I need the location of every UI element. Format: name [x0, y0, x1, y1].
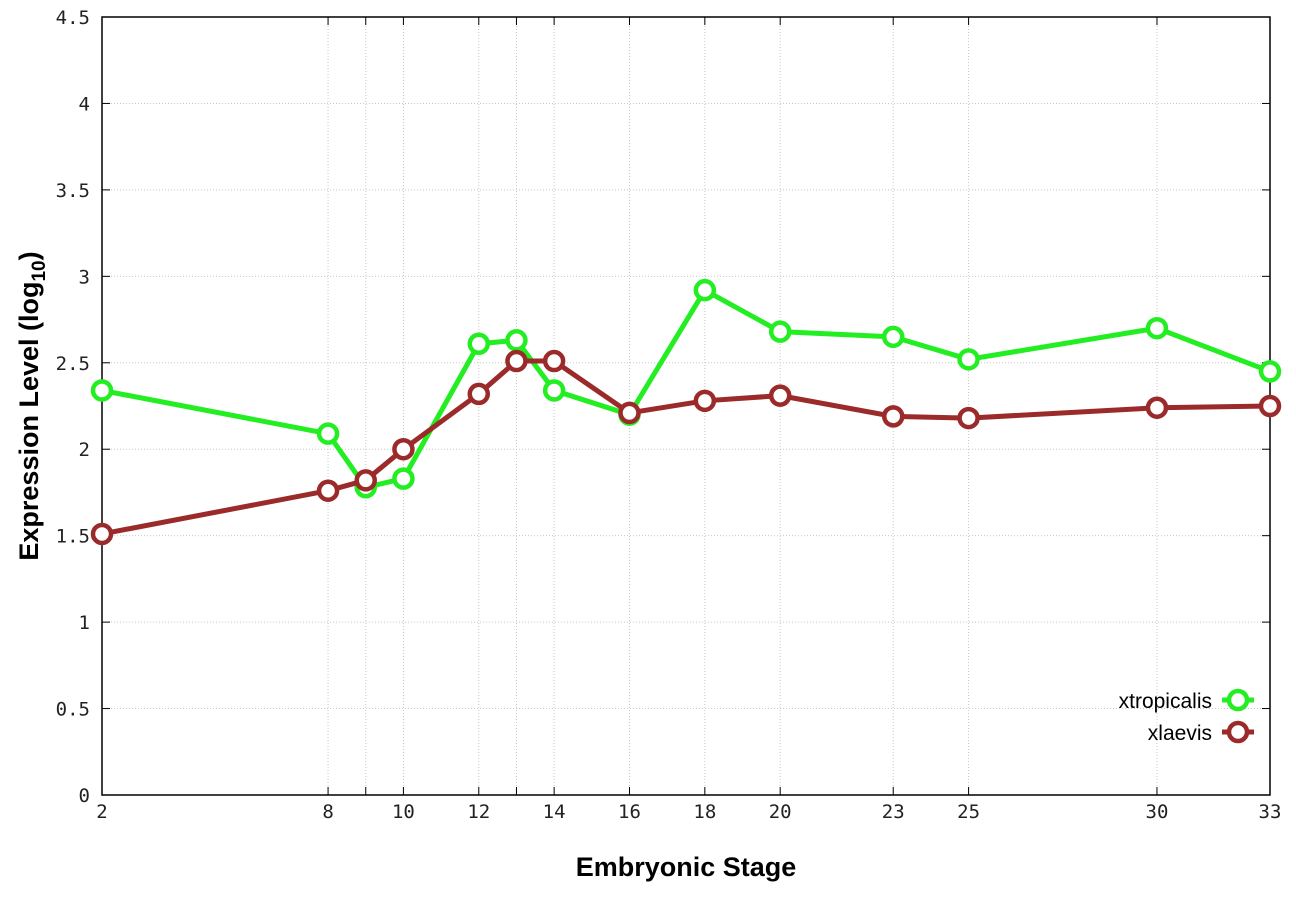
data-point-xlaevis: [618, 401, 641, 425]
data-point-xtropicalis: [693, 278, 717, 302]
y-tick-label: 0: [79, 785, 90, 807]
x-tick-label: 25: [957, 801, 980, 823]
data-point-xtropicalis: [957, 348, 980, 371]
x-tick-labels: 2 8 10 12 14 16 18 20 23 25 30 33: [96, 801, 1281, 823]
legend-swatch-marker-xtropicalis: [1226, 688, 1250, 712]
data-point-xlaevis: [1258, 394, 1282, 418]
y-tick-label: 1.5: [56, 526, 90, 548]
data-point-xtropicalis: [467, 332, 491, 356]
y-axis-title-close: ): [14, 251, 44, 260]
x-tick-label: 10: [392, 801, 415, 823]
x-tick-label: 12: [467, 801, 490, 823]
legend-label-xlaevis: xlaevis: [1148, 722, 1212, 745]
x-tick-label: 33: [1259, 801, 1282, 823]
data-point-xlaevis: [768, 384, 792, 407]
data-point-xtropicalis: [1258, 360, 1282, 383]
data-point-xlaevis: [542, 349, 566, 373]
data-point-xtropicalis: [90, 379, 114, 402]
data-point-xtropicalis: [542, 379, 566, 402]
data-point-xtropicalis: [316, 422, 340, 445]
series-layer: [90, 278, 1282, 546]
legend-swatch-marker-xlaevis: [1226, 720, 1250, 744]
y-axis-title-main: Expression Level (log: [14, 282, 44, 561]
grid: [102, 17, 1270, 795]
legend: xtropicalis xlaevis: [1119, 688, 1254, 745]
x-tick-label: 20: [769, 801, 792, 823]
data-point-xtropicalis: [881, 325, 905, 349]
x-tick-label: 14: [543, 801, 566, 823]
x-tick-label: 18: [693, 801, 716, 823]
y-tick-label: 2.5: [56, 353, 90, 375]
series-line-xtropicalis: [101, 287, 1271, 490]
x-tick-label: 23: [882, 801, 905, 823]
data-point-xtropicalis: [505, 329, 528, 352]
legend-label-xtropicalis: xtropicalis: [1119, 690, 1212, 713]
data-point-xtropicalis: [392, 467, 415, 490]
data-point-xlaevis: [881, 405, 905, 428]
data-point-xlaevis: [467, 382, 491, 406]
x-tick-label: 30: [1146, 801, 1169, 823]
tick-marks: [101, 16, 1271, 796]
x-tick-label: 8: [322, 801, 333, 823]
data-point-xlaevis: [392, 437, 415, 461]
data-point-xlaevis: [354, 469, 377, 492]
y-tick-label: 4: [79, 93, 90, 115]
y-tick-labels: 0 0.5 1 1.5 2 2.5 3 3.5 4 4.5: [56, 7, 90, 807]
data-point-xtropicalis: [1145, 316, 1169, 340]
x-tick-label: 16: [618, 801, 641, 823]
x-axis-title: Embryonic Stage: [576, 852, 797, 882]
series-xtropicalis: [90, 278, 1282, 499]
series-line-xlaevis: [101, 358, 1271, 537]
y-axis-title: Expression Level (log10): [14, 251, 50, 560]
data-point-xlaevis: [505, 349, 528, 373]
data-point-xlaevis: [90, 522, 114, 546]
data-point-xtropicalis: [768, 320, 792, 343]
y-tick-label: 0.5: [56, 699, 90, 721]
y-tick-label: 2: [79, 439, 90, 461]
y-tick-label: 3: [79, 266, 90, 288]
y-axis-title-subscript: 10: [29, 260, 50, 281]
series-xlaevis: [90, 349, 1282, 546]
data-point-xlaevis: [957, 406, 980, 430]
x-tick-label: 2: [96, 801, 107, 823]
data-point-xlaevis: [693, 389, 717, 413]
data-point-xlaevis: [316, 479, 340, 502]
y-tick-label: 3.5: [56, 180, 90, 202]
data-point-xlaevis: [1145, 396, 1169, 419]
y-tick-label: 1: [79, 612, 90, 634]
y-tick-label: 4.5: [56, 7, 90, 29]
